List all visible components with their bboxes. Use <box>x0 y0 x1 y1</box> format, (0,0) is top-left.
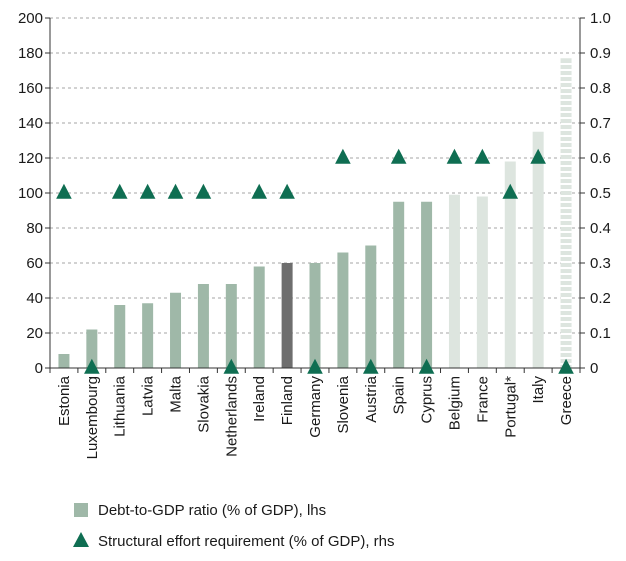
right-tick-label: 1.0 <box>590 10 611 27</box>
category-label: Netherlands <box>223 376 240 457</box>
right-tick-label: 0.4 <box>590 220 611 237</box>
category-label: France <box>474 376 491 423</box>
left-tick-label: 160 <box>18 80 43 97</box>
triangle-marker <box>84 358 100 374</box>
legend-swatch-effort <box>73 532 89 547</box>
category-label: Belgium <box>446 376 463 430</box>
category-label: Cyprus <box>419 376 436 424</box>
left-tick-label: 60 <box>26 255 43 272</box>
right-tick-label: 0.1 <box>590 325 611 342</box>
right-tick-label: 0.7 <box>590 115 611 132</box>
bar <box>337 252 349 368</box>
triangle-marker <box>111 183 128 199</box>
left-tick-label: 200 <box>18 10 43 27</box>
right-tick-label: 0.6 <box>590 150 611 167</box>
legend-swatch-debt <box>74 503 88 517</box>
category-label: Finland <box>279 376 296 425</box>
category-label: Slovakia <box>195 375 212 432</box>
bar <box>225 284 237 368</box>
triangle-marker <box>251 183 268 199</box>
category-label: Slovenia <box>335 375 352 433</box>
category-label: Portugal* <box>502 376 519 438</box>
triangle-marker <box>307 358 323 374</box>
right-tick-label: 0.5 <box>590 185 611 202</box>
left-tick-label: 40 <box>26 290 43 307</box>
bar <box>170 292 182 368</box>
triangle-marker <box>139 183 156 199</box>
bar <box>281 263 293 368</box>
right-tick-label: 0 <box>590 360 598 377</box>
bar <box>114 305 126 368</box>
category-label: Estonia <box>56 375 73 426</box>
bar <box>448 194 460 368</box>
left-tick-label: 100 <box>18 185 43 202</box>
bar <box>421 201 433 368</box>
category-label: Ireland <box>251 376 268 422</box>
bar <box>58 354 70 368</box>
left-tick-label: 20 <box>26 325 43 342</box>
left-tick-label: 180 <box>18 45 43 62</box>
bar <box>197 284 209 368</box>
bar <box>532 131 544 368</box>
category-label: Lithuania <box>112 375 129 437</box>
category-label: Germany <box>307 376 324 438</box>
category-label: Luxembourg <box>84 376 101 459</box>
legend-label-debt: Debt-to-GDP ratio (% of GDP), lhs <box>98 502 326 519</box>
right-tick-label: 0.2 <box>590 290 611 307</box>
left-tick-label: 120 <box>18 150 43 167</box>
bar <box>393 201 405 368</box>
right-tick-label: 0.8 <box>590 80 611 97</box>
left-tick-label: 0 <box>35 360 43 377</box>
triangle-marker <box>502 183 519 199</box>
category-label: Latvia <box>140 375 157 416</box>
triangle-marker <box>474 148 491 164</box>
bar <box>142 303 154 368</box>
triangle-marker <box>530 148 546 164</box>
triangle-marker <box>418 358 435 374</box>
bar <box>309 263 321 368</box>
category-label: Austria <box>363 375 380 422</box>
triangle-marker <box>279 183 295 199</box>
triangle-marker <box>390 148 407 164</box>
triangle-marker <box>167 183 184 199</box>
triangle-marker <box>223 358 240 374</box>
triangle-marker <box>558 358 574 374</box>
bar <box>253 266 265 368</box>
triangle-marker <box>56 183 72 199</box>
left-tick-label: 140 <box>18 115 43 132</box>
category-label: Spain <box>391 376 408 414</box>
right-tick-label: 0.9 <box>590 45 611 62</box>
category-label: Italy <box>530 376 547 404</box>
left-tick-label: 80 <box>26 220 43 237</box>
category-label: Greece <box>558 376 575 425</box>
category-label: Malta <box>168 375 185 412</box>
bar <box>365 245 377 368</box>
triangle-marker <box>446 148 463 164</box>
right-tick-label: 0.3 <box>590 255 611 272</box>
bar <box>86 329 98 368</box>
triangle-marker <box>362 358 379 374</box>
triangle-marker <box>335 148 351 164</box>
triangle-marker <box>195 183 212 199</box>
bar <box>476 196 488 368</box>
bar <box>504 161 516 368</box>
legend-label-effort: Structural effort requirement (% of GDP)… <box>98 533 395 550</box>
